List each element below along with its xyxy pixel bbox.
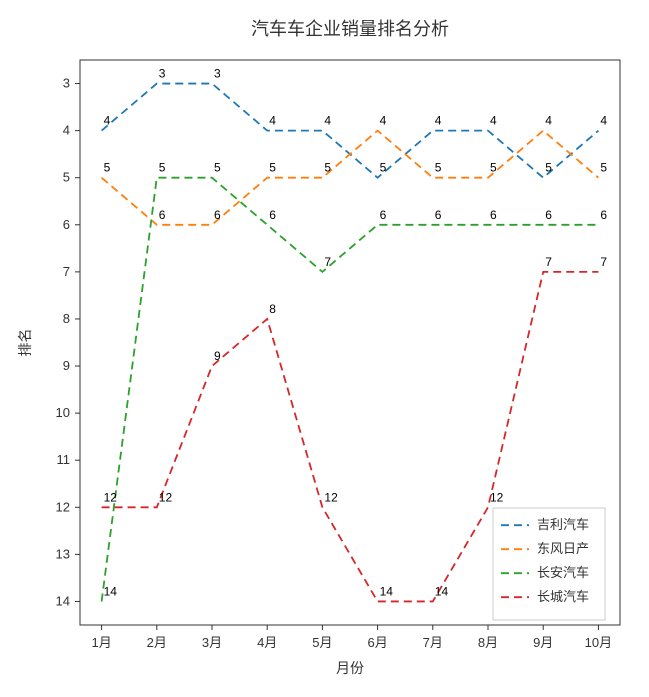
point-label: 6: [490, 208, 497, 222]
x-tick-label: 3月: [202, 635, 222, 650]
point-label: 14: [104, 584, 118, 598]
y-tick-label: 9: [63, 358, 70, 373]
point-label: 5: [214, 161, 221, 175]
y-tick-label: 13: [56, 546, 70, 561]
y-tick-label: 12: [56, 499, 70, 514]
series-line-0: [102, 84, 599, 178]
chart-container: 汽车车企业销量排名分析345678910111213141月2月3月4月5月6月…: [0, 0, 649, 697]
x-axis-label: 月份: [336, 660, 364, 676]
point-label: 5: [324, 161, 331, 175]
x-tick-label: 7月: [423, 635, 443, 650]
legend-label: 吉利汽车: [537, 517, 589, 532]
point-label: 4: [435, 114, 442, 128]
point-label: 5: [435, 161, 442, 175]
point-label: 5: [600, 161, 607, 175]
point-label: 6: [159, 208, 166, 222]
point-label: 6: [380, 208, 387, 222]
x-tick-label: 2月: [147, 635, 167, 650]
point-label: 6: [214, 208, 221, 222]
point-label: 5: [159, 161, 166, 175]
point-label: 6: [600, 208, 607, 222]
point-label: 4: [324, 114, 331, 128]
x-tick-label: 8月: [478, 635, 498, 650]
point-label: 5: [269, 161, 276, 175]
point-label: 3: [159, 67, 166, 81]
point-label: 8: [269, 302, 276, 316]
point-label: 6: [269, 208, 276, 222]
y-tick-label: 10: [56, 405, 70, 420]
point-label: 4: [269, 114, 276, 128]
point-label: 12: [490, 490, 504, 504]
point-label: 7: [600, 255, 607, 269]
x-tick-label: 9月: [533, 635, 553, 650]
chart-svg: 汽车车企业销量排名分析345678910111213141月2月3月4月5月6月…: [0, 0, 649, 697]
point-label: 5: [490, 161, 497, 175]
point-label: 6: [435, 208, 442, 222]
x-tick-label: 6月: [367, 635, 387, 650]
point-label: 7: [324, 255, 331, 269]
y-tick-label: 6: [63, 217, 70, 232]
legend-label: 东风日产: [537, 541, 589, 556]
point-label: 6: [545, 208, 552, 222]
legend-label: 长安汽车: [537, 565, 589, 580]
point-label: 12: [324, 490, 338, 504]
y-tick-label: 14: [56, 593, 70, 608]
point-label: 4: [490, 114, 497, 128]
x-tick-label: 1月: [91, 635, 111, 650]
point-label: 14: [380, 584, 394, 598]
point-label: 14: [435, 584, 449, 598]
point-label: 9: [214, 349, 221, 363]
point-label: 3: [214, 67, 221, 81]
point-label: 4: [380, 114, 387, 128]
y-axis-label: 排名: [17, 329, 33, 357]
point-label: 4: [104, 114, 111, 128]
legend-label: 长城汽车: [537, 589, 589, 604]
y-tick-label: 8: [63, 311, 70, 326]
x-tick-label: 4月: [257, 635, 277, 650]
point-label: 12: [159, 490, 173, 504]
point-label: 5: [545, 161, 552, 175]
point-label: 7: [545, 255, 552, 269]
y-tick-label: 4: [63, 123, 70, 138]
chart-title: 汽车车企业销量排名分析: [251, 19, 449, 39]
point-label: 5: [380, 161, 387, 175]
y-tick-label: 11: [57, 452, 71, 467]
point-label: 4: [545, 114, 552, 128]
y-tick-label: 3: [63, 76, 70, 91]
y-tick-label: 7: [63, 264, 70, 279]
x-tick-label: 10月: [585, 635, 612, 650]
x-tick-label: 5月: [312, 635, 332, 650]
point-label: 12: [104, 490, 118, 504]
y-tick-label: 5: [63, 170, 70, 185]
point-label: 4: [600, 114, 607, 128]
point-label: 5: [104, 161, 111, 175]
